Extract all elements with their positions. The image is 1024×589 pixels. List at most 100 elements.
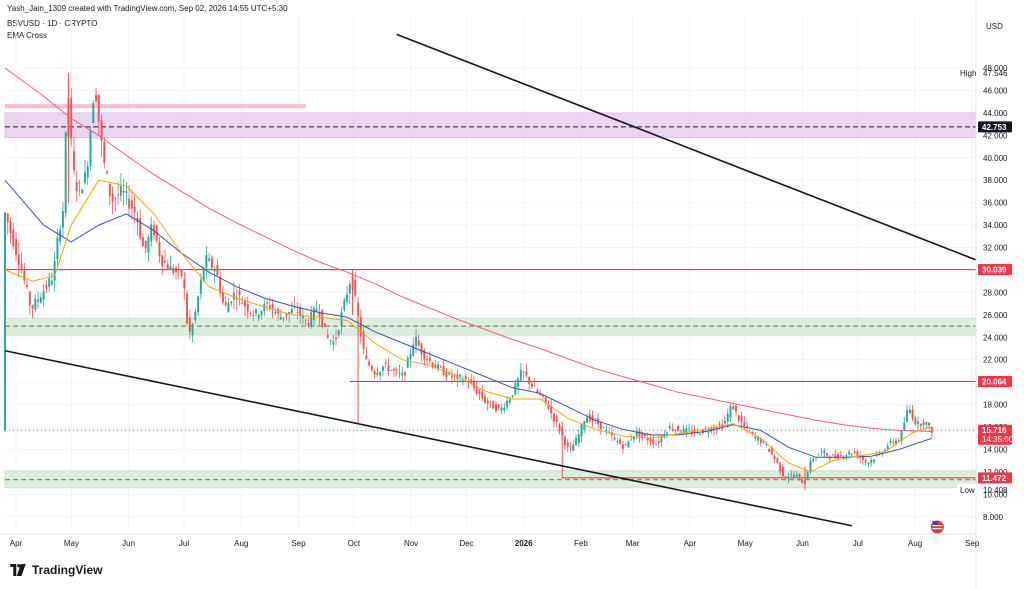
candle bbox=[428, 357, 431, 361]
ema-mid-line[interactable] bbox=[4, 179, 933, 458]
candle bbox=[246, 304, 249, 312]
candle bbox=[202, 267, 205, 281]
candle bbox=[420, 343, 423, 355]
candle bbox=[740, 415, 743, 423]
candle bbox=[125, 191, 128, 194]
candle bbox=[415, 336, 417, 346]
candle bbox=[329, 340, 332, 342]
candle bbox=[806, 472, 809, 479]
brand[interactable]: TradingView bbox=[8, 563, 102, 577]
candle bbox=[724, 421, 726, 424]
time-tick-label: Jul bbox=[853, 539, 863, 548]
candle bbox=[359, 317, 362, 337]
candle bbox=[624, 443, 627, 445]
candle bbox=[754, 436, 757, 439]
candle bbox=[299, 307, 302, 316]
candle bbox=[26, 284, 29, 287]
candle bbox=[906, 410, 909, 422]
candle bbox=[828, 457, 831, 459]
symbol-title[interactable]: BSVUSD · 1D · CRYPTO bbox=[7, 19, 98, 28]
candle bbox=[368, 361, 371, 366]
candle bbox=[768, 448, 771, 452]
candle bbox=[28, 291, 31, 306]
ema-slow-line[interactable] bbox=[4, 67, 932, 432]
currency-label[interactable]: USD bbox=[986, 22, 1003, 31]
candle bbox=[354, 280, 357, 296]
candle bbox=[461, 380, 464, 383]
candle bbox=[605, 429, 608, 431]
last-price-tag[interactable] bbox=[978, 424, 1012, 445]
level-20064-tag[interactable] bbox=[978, 375, 1012, 387]
upper-trendline[interactable] bbox=[396, 33, 977, 261]
candle bbox=[646, 437, 649, 441]
candle bbox=[660, 437, 663, 443]
candle bbox=[23, 270, 26, 281]
candle bbox=[875, 455, 878, 456]
candle bbox=[530, 383, 533, 387]
candle bbox=[889, 440, 892, 443]
ema-fast-line[interactable] bbox=[4, 179, 933, 473]
level-11472-tag[interactable] bbox=[978, 472, 1012, 484]
candle bbox=[144, 240, 147, 249]
candle bbox=[481, 391, 484, 399]
candle bbox=[106, 171, 109, 174]
price-tick-label: 28.000 bbox=[983, 288, 1008, 297]
candle bbox=[379, 372, 382, 376]
candle bbox=[177, 267, 180, 269]
candle bbox=[853, 451, 856, 453]
candle bbox=[271, 304, 274, 310]
lower-trendline[interactable] bbox=[4, 349, 853, 527]
candle bbox=[89, 130, 92, 166]
candle bbox=[86, 165, 89, 178]
candle bbox=[856, 451, 859, 458]
time-tick-label: Jun bbox=[122, 539, 135, 548]
level-30039-tag[interactable] bbox=[978, 264, 1012, 276]
candle bbox=[492, 401, 495, 409]
candle bbox=[417, 340, 420, 346]
time-tick-label: Mar bbox=[626, 539, 640, 548]
candle bbox=[884, 450, 886, 451]
candle bbox=[770, 447, 773, 455]
candle bbox=[688, 429, 691, 431]
indicator-label[interactable]: EMA Cross bbox=[7, 31, 48, 40]
mid-support-zone[interactable] bbox=[4, 317, 977, 336]
event-flag-stripe bbox=[932, 525, 943, 527]
candle bbox=[630, 439, 633, 441]
candle bbox=[536, 390, 539, 393]
candle bbox=[373, 371, 376, 375]
candle bbox=[279, 316, 282, 320]
candle bbox=[677, 425, 680, 431]
resistance-zone[interactable] bbox=[4, 112, 977, 139]
candle bbox=[649, 438, 652, 442]
candle bbox=[384, 362, 387, 364]
candle bbox=[199, 279, 202, 294]
candle bbox=[252, 315, 255, 317]
candle bbox=[398, 372, 401, 374]
candle bbox=[682, 428, 685, 432]
level-42753-tag[interactable] bbox=[978, 121, 1012, 133]
candle bbox=[75, 181, 78, 192]
candle bbox=[751, 432, 754, 434]
candle bbox=[743, 422, 746, 427]
candle bbox=[15, 238, 17, 255]
candle bbox=[439, 366, 442, 368]
candle bbox=[224, 301, 227, 306]
candle bbox=[249, 312, 252, 314]
candle bbox=[216, 264, 219, 276]
candle bbox=[172, 268, 175, 274]
candle bbox=[591, 415, 594, 422]
time-tick-label: Sep bbox=[291, 539, 306, 548]
event-flag-stripe bbox=[932, 528, 943, 530]
high-prefix: High bbox=[960, 69, 976, 78]
bottom-support-zone[interactable] bbox=[4, 470, 977, 489]
candle bbox=[42, 291, 45, 300]
candle bbox=[798, 473, 801, 478]
candle bbox=[56, 237, 59, 260]
candle bbox=[746, 426, 749, 428]
candle bbox=[122, 190, 125, 193]
candle bbox=[583, 421, 586, 430]
candle bbox=[861, 455, 864, 461]
candle bbox=[282, 317, 285, 319]
candle bbox=[9, 221, 12, 233]
